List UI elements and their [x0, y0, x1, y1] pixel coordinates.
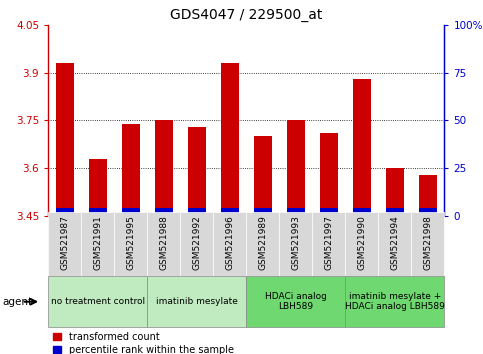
Bar	[147, 276, 246, 327]
Bar	[386, 208, 404, 215]
Text: GSM521995: GSM521995	[127, 216, 135, 270]
Text: GSM521994: GSM521994	[390, 216, 399, 270]
Bar	[180, 212, 213, 276]
Bar	[419, 208, 437, 215]
Bar	[48, 212, 81, 276]
Bar	[89, 208, 107, 215]
Bar	[114, 212, 147, 276]
Text: HDACi analog
LBH589: HDACi analog LBH589	[265, 292, 327, 312]
Bar	[419, 175, 437, 216]
Bar	[122, 208, 140, 215]
Bar	[254, 208, 272, 215]
Bar	[246, 212, 279, 276]
Text: imatinib mesylate: imatinib mesylate	[156, 297, 238, 306]
Bar	[320, 208, 338, 215]
Text: GSM521998: GSM521998	[424, 216, 432, 270]
Bar	[345, 212, 378, 276]
Text: GSM521997: GSM521997	[325, 216, 333, 270]
Bar	[147, 212, 180, 276]
Text: GSM521992: GSM521992	[192, 216, 201, 270]
Text: agent: agent	[2, 297, 32, 307]
Bar	[386, 168, 404, 216]
Bar	[221, 63, 239, 216]
Text: GSM521989: GSM521989	[258, 216, 267, 270]
Bar	[213, 212, 246, 276]
Bar	[378, 212, 412, 276]
Bar	[48, 276, 147, 327]
Text: GSM521993: GSM521993	[291, 216, 300, 270]
Bar	[246, 276, 345, 327]
Bar	[221, 208, 239, 215]
Bar	[320, 133, 338, 216]
Bar	[412, 212, 444, 276]
Bar	[287, 208, 305, 215]
Bar	[353, 208, 371, 215]
Bar	[313, 212, 345, 276]
Bar	[89, 159, 107, 216]
Legend: transformed count, percentile rank within the sample: transformed count, percentile rank withi…	[53, 332, 234, 354]
Title: GDS4047 / 229500_at: GDS4047 / 229500_at	[170, 8, 323, 22]
Bar	[345, 276, 444, 327]
Bar	[56, 63, 74, 216]
Text: GSM521991: GSM521991	[93, 216, 102, 270]
Text: GSM521990: GSM521990	[357, 216, 366, 270]
Bar	[254, 136, 272, 216]
Bar	[155, 120, 173, 216]
Text: GSM521988: GSM521988	[159, 216, 168, 270]
Bar	[81, 212, 114, 276]
Bar	[188, 127, 206, 216]
Text: GSM521996: GSM521996	[226, 216, 234, 270]
Bar	[122, 124, 140, 216]
Text: imatinib mesylate +
HDACi analog LBH589: imatinib mesylate + HDACi analog LBH589	[345, 292, 445, 312]
Bar	[287, 120, 305, 216]
Bar	[188, 208, 206, 215]
Bar	[279, 212, 313, 276]
Bar	[155, 208, 173, 215]
Text: no treatment control: no treatment control	[51, 297, 145, 306]
Bar	[353, 79, 371, 216]
Text: GSM521987: GSM521987	[60, 216, 69, 270]
Bar	[56, 208, 74, 215]
